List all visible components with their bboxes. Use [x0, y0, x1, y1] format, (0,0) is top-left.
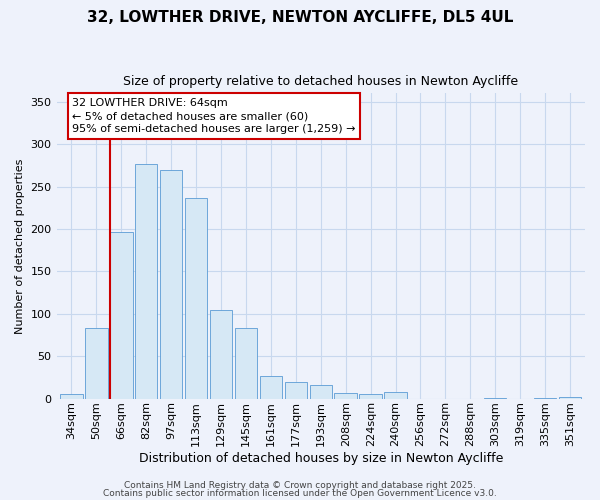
- Text: Contains public sector information licensed under the Open Government Licence v3: Contains public sector information licen…: [103, 488, 497, 498]
- Bar: [559, 397, 581, 398]
- Text: 32 LOWTHER DRIVE: 64sqm
← 5% of detached houses are smaller (60)
95% of semi-det: 32 LOWTHER DRIVE: 64sqm ← 5% of detached…: [73, 98, 356, 134]
- Y-axis label: Number of detached properties: Number of detached properties: [15, 158, 25, 334]
- Bar: [110, 232, 133, 398]
- Bar: [260, 376, 282, 398]
- X-axis label: Distribution of detached houses by size in Newton Aycliffe: Distribution of detached houses by size …: [139, 452, 503, 465]
- Bar: [310, 385, 332, 398]
- Bar: [284, 382, 307, 398]
- Title: Size of property relative to detached houses in Newton Aycliffe: Size of property relative to detached ho…: [123, 75, 518, 88]
- Bar: [235, 328, 257, 398]
- Bar: [334, 392, 357, 398]
- Bar: [359, 394, 382, 398]
- Bar: [160, 170, 182, 398]
- Text: 32, LOWTHER DRIVE, NEWTON AYCLIFFE, DL5 4UL: 32, LOWTHER DRIVE, NEWTON AYCLIFFE, DL5 …: [87, 10, 513, 25]
- Bar: [385, 392, 407, 398]
- Bar: [185, 198, 208, 398]
- Bar: [60, 394, 83, 398]
- Bar: [210, 310, 232, 398]
- Text: Contains HM Land Registry data © Crown copyright and database right 2025.: Contains HM Land Registry data © Crown c…: [124, 481, 476, 490]
- Bar: [135, 164, 157, 398]
- Bar: [85, 328, 107, 398]
